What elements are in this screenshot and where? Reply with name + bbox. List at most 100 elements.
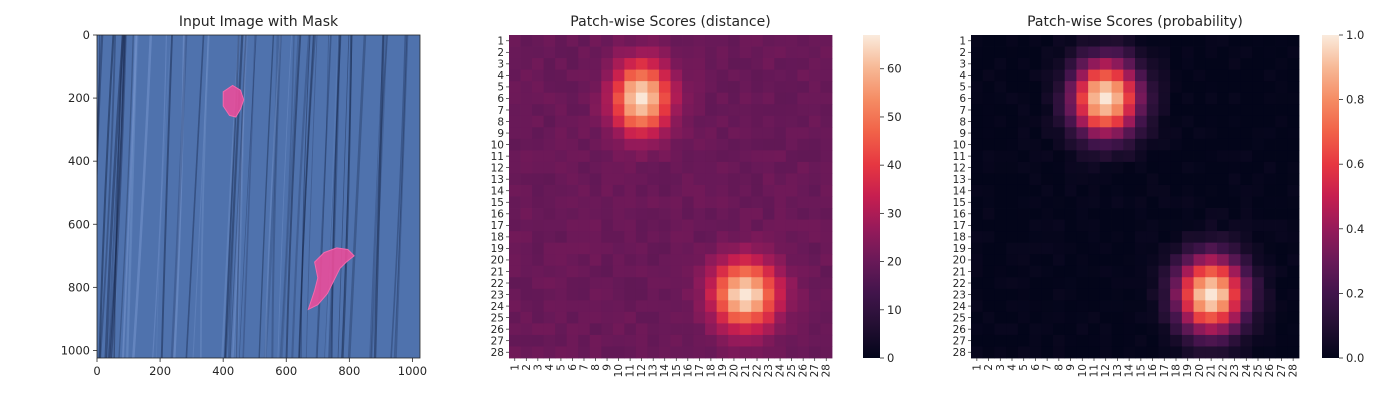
- heatmap-cell: [1123, 104, 1136, 117]
- grain-line: [199, 35, 210, 358]
- x-tick-label: 11: [625, 364, 637, 377]
- heatmap-cell: [601, 81, 614, 94]
- x-tick-label: 18: [1171, 364, 1183, 377]
- heatmap-cell: [1205, 127, 1218, 140]
- heatmap-cell: [509, 127, 521, 140]
- heatmap-cell: [1205, 334, 1218, 347]
- grain-line: [238, 35, 257, 358]
- heatmap-cell: [1041, 346, 1054, 359]
- heatmap-cell: [1181, 300, 1194, 313]
- heatmap-cell: [797, 92, 810, 105]
- heatmap-cell: [820, 161, 833, 174]
- heatmap-cell: [682, 115, 694, 128]
- heatmap-cell: [762, 138, 775, 151]
- grain-line: [223, 35, 240, 358]
- heatmap-cell: [566, 219, 579, 232]
- y-tick-label: 12: [491, 162, 504, 174]
- heatmap-cell: [670, 265, 683, 278]
- heatmap-cell: [728, 173, 741, 186]
- heatmap-cell: [624, 69, 637, 82]
- heatmap-cell: [1099, 323, 1112, 336]
- heatmap-cell: [543, 173, 556, 186]
- x-tick-label: 9: [602, 364, 614, 371]
- x-tick-label: 27: [809, 364, 821, 377]
- y-tick-label: 5: [959, 82, 966, 94]
- heatmap-cell: [1181, 115, 1194, 128]
- heatmap-cell: [1006, 69, 1019, 82]
- heatmap-cell: [751, 311, 764, 324]
- heatmap-cell: [808, 58, 821, 71]
- heatmap-cell: [1287, 254, 1300, 267]
- heatmap-cell: [1029, 300, 1042, 313]
- heatmap-cell: [1076, 173, 1089, 186]
- heatmap-cell: [751, 288, 764, 301]
- heatmap-cell: [1217, 208, 1230, 220]
- heatmap-cell: [1123, 334, 1136, 347]
- heatmap-cell: [670, 300, 683, 313]
- heatmap-cell: [1275, 138, 1288, 151]
- heatmap-cell: [601, 311, 614, 324]
- heatmap-cell: [566, 161, 579, 174]
- heatmap-cell: [1228, 173, 1241, 186]
- heatmap-cell: [716, 196, 729, 209]
- heatmap-cell: [1205, 150, 1218, 163]
- heatmap-cell: [1135, 92, 1148, 105]
- heatmap-cell: [1064, 150, 1077, 163]
- heatmap-cell: [1240, 115, 1253, 128]
- heatmap-cell: [808, 69, 821, 82]
- heatmap-cell: [774, 127, 787, 140]
- heatmap-cell: [774, 346, 787, 359]
- heatmap-cell: [785, 173, 798, 186]
- heatmap-cell: [808, 46, 821, 59]
- heatmap-cell: [520, 92, 533, 105]
- heatmap-cell: [601, 323, 614, 336]
- heatmap-cell: [1146, 35, 1159, 47]
- heatmap-cell: [578, 196, 591, 209]
- heatmap-cell: [1205, 311, 1218, 324]
- heatmap-cell: [693, 208, 706, 220]
- heatmap-cell: [1053, 242, 1066, 255]
- heatmap-cell: [774, 277, 787, 290]
- heatmap-cell: [1053, 184, 1066, 197]
- heatmap-cell: [1217, 231, 1230, 244]
- heatmap-cell: [1088, 115, 1101, 128]
- heatmap-cell: [1252, 184, 1265, 197]
- heatmap-cell: [612, 254, 625, 267]
- heatmap-cell: [751, 242, 764, 255]
- heatmap-cell: [1076, 231, 1089, 244]
- heatmap-cell: [762, 219, 775, 232]
- heatmap-cell: [762, 184, 775, 197]
- heatmap-cell: [1240, 265, 1253, 278]
- heatmap-cell: [1088, 58, 1101, 71]
- heatmap-cell: [1029, 277, 1042, 290]
- heatmap-cell: [1170, 46, 1183, 59]
- heatmap-cell: [670, 323, 683, 336]
- grain-line: [370, 35, 389, 358]
- heatmap-cell: [635, 58, 648, 71]
- heatmap-cell: [1181, 231, 1194, 244]
- heatmap-cell: [705, 219, 718, 232]
- heatmap-cell: [716, 277, 729, 290]
- heatmap-cell: [601, 265, 614, 278]
- grain-line: [122, 35, 138, 358]
- heatmap-cell: [762, 288, 775, 301]
- heatmap-cell: [1135, 265, 1148, 278]
- heatmap-cell: [658, 161, 671, 174]
- heatmap-cell: [658, 127, 671, 140]
- heatmap-cell: [589, 35, 602, 47]
- heatmap-cell: [1146, 184, 1159, 197]
- heatmap-cell: [1041, 300, 1054, 313]
- heatmap-cell: [1099, 58, 1112, 71]
- heatmap-cell: [1135, 219, 1148, 232]
- heatmap-cell: [1041, 35, 1054, 47]
- heatmap-cell: [543, 219, 556, 232]
- heatmap-cell: [1146, 346, 1159, 359]
- heatmap-cell: [1217, 150, 1230, 163]
- heatmap-cell: [1205, 115, 1218, 128]
- heatmap-cell: [543, 196, 556, 209]
- heatmap-cell: [1099, 196, 1112, 209]
- heatmap-cell: [1158, 184, 1171, 197]
- heatmap-cell: [1041, 127, 1054, 140]
- heatmap-cell: [1263, 69, 1276, 82]
- heatmap-cell: [1146, 254, 1159, 267]
